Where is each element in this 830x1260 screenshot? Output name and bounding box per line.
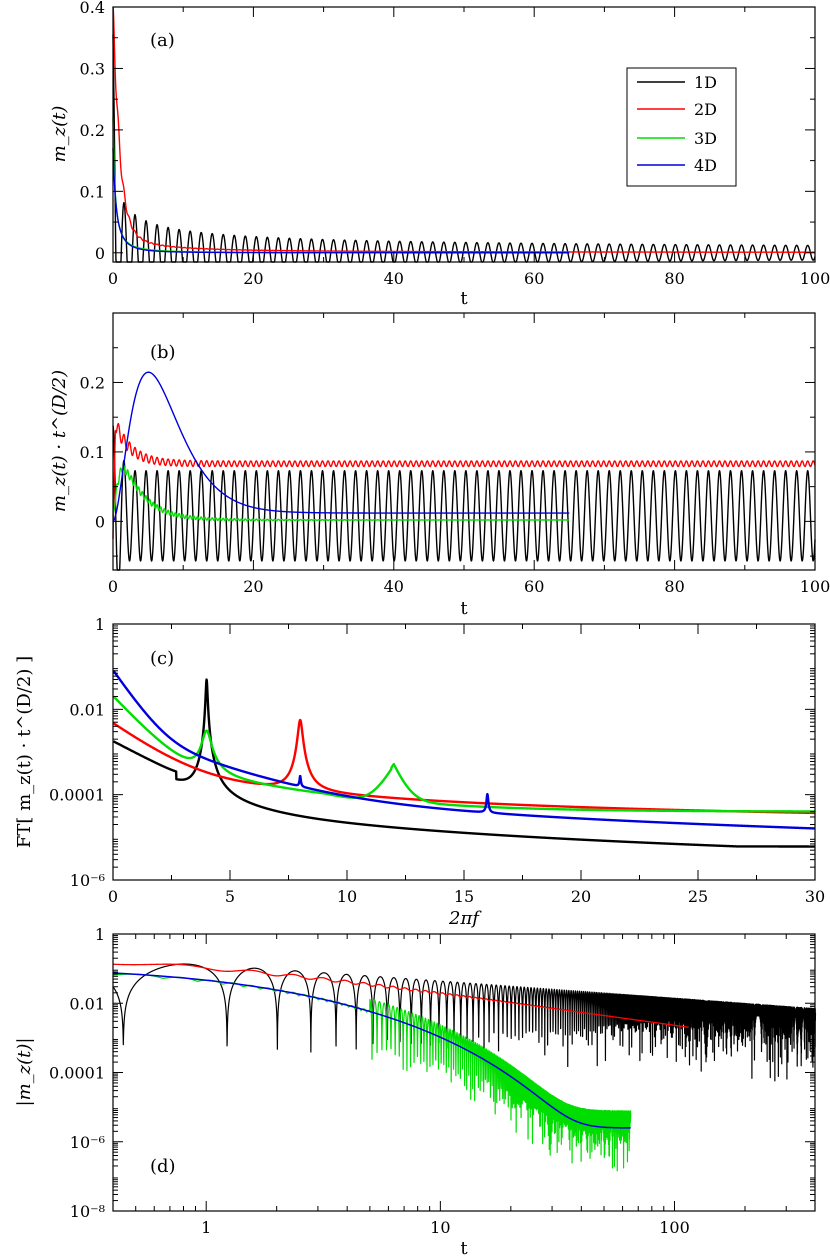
legend-box <box>626 67 737 187</box>
y-tick-label: 0 <box>95 244 105 263</box>
curve-1d <box>112 425 816 571</box>
panel-c-ticks: 0 5 10 15 20 25 30 10⁻⁶ 0.0001 0.01 1 <box>49 615 825 906</box>
x-tick-label: 80 <box>664 577 684 596</box>
curve-3d <box>112 695 816 813</box>
y-tick-label: 0.2 <box>80 373 105 392</box>
panel-c-frame <box>112 623 816 881</box>
y-tick-label: 10⁻⁶ <box>70 1133 105 1152</box>
curve-2d <box>112 422 816 539</box>
curve-2d <box>112 718 816 815</box>
curve-3d <box>112 465 570 522</box>
y-tick-label: 0.1 <box>80 182 105 201</box>
y-tick-label: 0.0001 <box>49 786 105 805</box>
y-tick-label: 0.01 <box>69 700 105 719</box>
x-tick-label: 100 <box>659 1218 690 1237</box>
panel-a: 0 20 40 60 80 100 0 0.1 0.2 0.3 0.4 (a) t m_z(t) 1… <box>49 0 830 309</box>
panel-a-tag: (a) <box>150 30 175 51</box>
y-tick-label: 1 <box>95 925 105 944</box>
curve-4d <box>112 972 631 1129</box>
x-tick-label: 5 <box>225 887 235 906</box>
panel-d-curves <box>112 963 817 1172</box>
curve-2d <box>112 963 690 1028</box>
x-tick-label: 30 <box>805 887 825 906</box>
curve-3d <box>112 973 632 1172</box>
panel-d-ticks: 1 10 100 10⁻⁸ 10⁻⁶ 0.0001 0.01 1 <box>49 925 815 1237</box>
panel-c-curves <box>112 669 816 848</box>
panel-b-ylabel: m_z(t) · t^(D/2) <box>49 370 70 512</box>
x-tick-label: 0 <box>108 887 118 906</box>
panel-c-ylabel: FT[ m_z(t) · t^(D/2) ] <box>14 656 35 848</box>
x-tick-label: 1 <box>201 1218 211 1237</box>
y-tick-label: 0.4 <box>80 0 105 17</box>
y-tick-label: 0.3 <box>80 59 105 78</box>
x-tick-label: 20 <box>243 577 263 596</box>
panel-d-ylabel: |m_z(t)| <box>14 1038 35 1107</box>
curve-4d <box>112 669 816 830</box>
panel-d: 1 10 100 10⁻⁸ 10⁻⁶ 0.0001 0.01 1 (d) t |m_z(t)| <box>14 925 817 1259</box>
y-tick-label: 0.1 <box>80 443 105 462</box>
y-tick-label: 10⁻⁸ <box>70 1202 105 1221</box>
x-tick-label: 10 <box>337 887 357 906</box>
y-tick-label: 0.2 <box>80 121 105 140</box>
legend-label-1d: 1D <box>694 73 717 92</box>
x-tick-label: 0 <box>108 269 118 288</box>
curve-4d <box>112 371 570 522</box>
x-tick-label: 100 <box>800 577 830 596</box>
y-tick-label: 0 <box>95 512 105 531</box>
curve-2d <box>112 6 816 253</box>
y-tick-label: 0.0001 <box>49 1064 105 1083</box>
panel-d-tag: (d) <box>150 1156 176 1177</box>
legend-label-2d: 2D <box>694 100 717 119</box>
panel-a-ylabel: m_z(t) <box>49 106 70 163</box>
y-tick-label: 0.01 <box>69 994 105 1013</box>
x-tick-label: 20 <box>571 887 591 906</box>
panel-a-xlabel: t <box>460 288 468 309</box>
x-tick-label: 0 <box>108 577 118 596</box>
curve-1d <box>112 963 817 1082</box>
panel-b-tag: (b) <box>150 342 176 363</box>
x-tick-label: 10 <box>430 1218 450 1237</box>
x-tick-label: 60 <box>524 577 544 596</box>
legend: 1D 2D 3D 4D <box>626 67 737 187</box>
curve-3d <box>112 117 570 254</box>
panel-c-tag: (c) <box>150 648 174 669</box>
x-tick-label: 40 <box>384 577 404 596</box>
panel-b-curves <box>112 371 816 571</box>
x-tick-label: 20 <box>243 269 263 288</box>
legend-label-4d: 4D <box>694 156 717 175</box>
x-tick-label: 40 <box>384 269 404 288</box>
legend-label-3d: 3D <box>694 129 717 148</box>
y-tick-label: 10⁻⁶ <box>70 871 105 890</box>
panel-c-xlabel: 2πf <box>448 908 482 929</box>
panel-b: 0 20 40 60 80 100 0 0.1 0.2 (b) t m_z(t) · t^(D/… <box>49 312 830 619</box>
x-tick-label: 60 <box>524 269 544 288</box>
x-tick-label: 15 <box>454 887 474 906</box>
curve-4d <box>112 148 570 254</box>
panel-b-frame <box>112 312 816 571</box>
panel-d-xlabel: t <box>460 1238 468 1259</box>
panel-a-ticks: 0 20 40 60 80 100 0 0.1 0.2 0.3 0.4 <box>80 0 830 288</box>
panel-b-xlabel: t <box>460 598 468 619</box>
x-tick-label: 80 <box>664 269 684 288</box>
x-tick-label: 25 <box>688 887 708 906</box>
panel-c: 0 5 10 15 20 25 30 10⁻⁶ 0.0001 0.01 1 (c) 2πf FT[ … <box>14 615 825 929</box>
y-tick-label: 1 <box>95 615 105 634</box>
curve-1d <box>112 678 816 848</box>
x-tick-label: 100 <box>800 269 830 288</box>
panel-b-ticks: 0 20 40 60 80 100 0 0.1 0.2 <box>80 312 830 596</box>
